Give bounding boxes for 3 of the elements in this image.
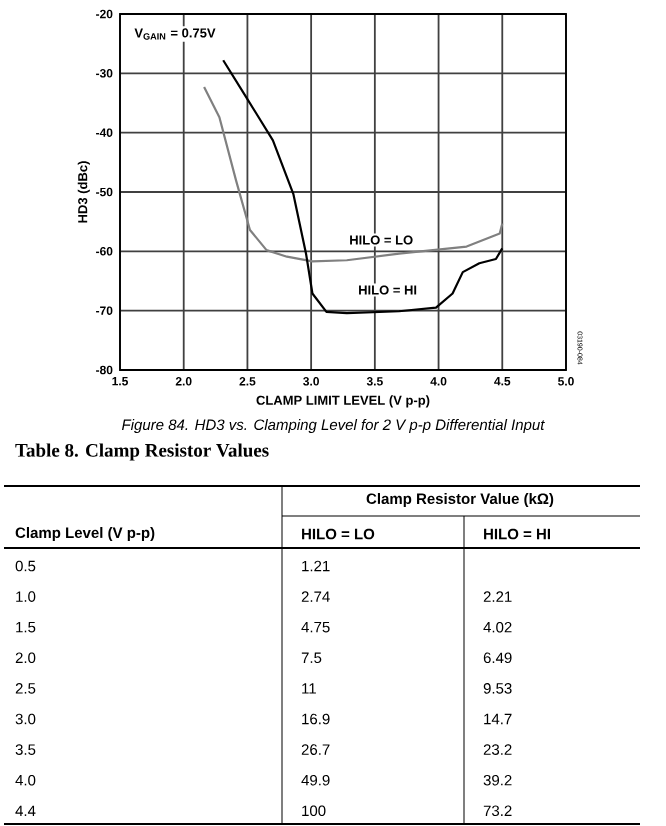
line-series	[203, 85, 504, 263]
text: Table 8. Clamp Resistor Values	[15, 443, 269, 461]
line-series	[222, 59, 504, 315]
